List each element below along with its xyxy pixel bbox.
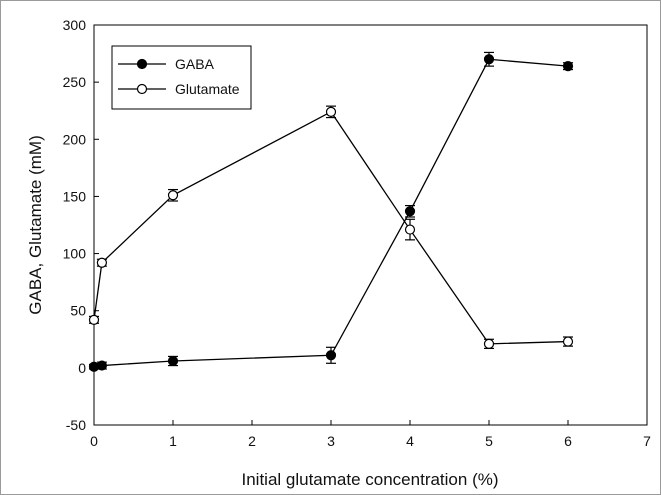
legend-box (111, 45, 252, 110)
plot-frame (93, 24, 648, 426)
y-tick-label: 0 (78, 360, 86, 376)
data-point-glutamate (483, 338, 495, 349)
x-tick-label: 5 (485, 433, 493, 449)
y-tick-label: 150 (63, 188, 87, 204)
legend-marker-glutamate (136, 83, 148, 95)
x-axis-title: Initial glutamate concentration (%) (241, 470, 498, 489)
data-point-glutamate (325, 106, 337, 117)
data-point-gaba (96, 360, 108, 371)
y-tick-label: 100 (63, 246, 87, 262)
y-tick-label: 200 (63, 131, 87, 147)
y-tick-label: 50 (70, 303, 86, 319)
y-axis: -50 0 50 100 150 200 250 300 (63, 17, 99, 433)
x-tick-label: 7 (643, 433, 651, 449)
y-tick-label: -50 (66, 417, 86, 433)
data-point-glutamate (96, 257, 108, 268)
x-axis: 0 1 2 3 4 5 6 7 (90, 420, 651, 449)
data-point-gaba (325, 350, 337, 361)
series-glutamate (88, 105, 574, 350)
series-gaba (88, 51, 574, 372)
series-line-glutamate (93, 111, 569, 345)
x-tick-label: 1 (169, 433, 177, 449)
series-layer (88, 51, 574, 372)
legend-label-gaba: GABA (175, 56, 215, 72)
data-point-glutamate (562, 336, 574, 347)
x-tick-label: 4 (406, 433, 414, 449)
x-tick-label: 3 (327, 433, 335, 449)
legend-label-glutamate: Glutamate (175, 81, 240, 97)
legend-marker-gaba (136, 58, 148, 70)
y-axis-title: GABA, Glutamate (mM) (26, 135, 45, 314)
legend: GABA Glutamate (111, 45, 252, 110)
y-tick-label: 250 (63, 74, 87, 90)
x-tick-label: 6 (564, 433, 572, 449)
data-point-gaba (404, 206, 416, 217)
data-point-gaba (483, 54, 495, 65)
data-point-gaba (562, 61, 574, 72)
data-point-glutamate (88, 314, 100, 325)
data-point-glutamate (167, 190, 179, 201)
data-point-gaba (167, 355, 179, 367)
x-tick-label: 0 (90, 433, 98, 449)
x-tick-label: 2 (248, 433, 256, 449)
data-point-glutamate (404, 224, 416, 235)
y-tick-label: 300 (63, 17, 87, 33)
